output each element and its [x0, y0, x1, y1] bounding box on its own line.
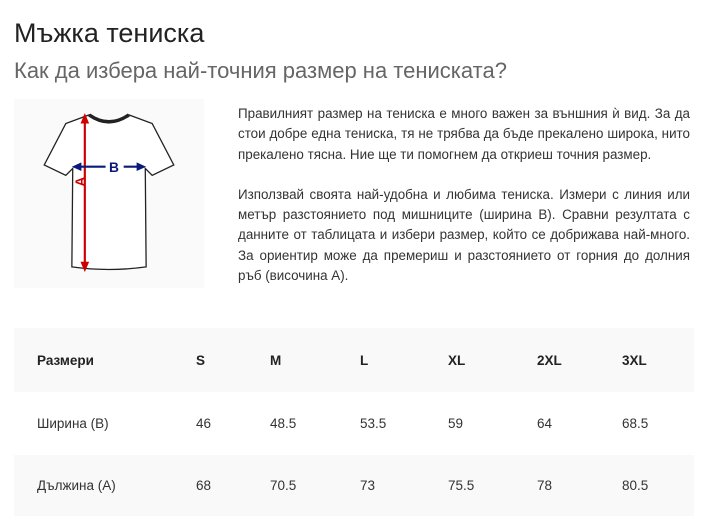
tshirt-measurement-image: A B — [14, 99, 204, 288]
table-cell: 80.5 — [622, 478, 649, 493]
table-cell: 46 — [196, 416, 212, 431]
table-row: Дължина (A) 68 70.5 73 75.5 78 80.5 — [14, 455, 694, 516]
header-m: M — [270, 352, 282, 368]
size-guide-description: Правилният размер на тениска е много важ… — [238, 104, 690, 306]
label-a: A — [72, 177, 88, 187]
label-b: B — [109, 159, 119, 175]
paragraph-intro: Правилният размер на тениска е много важ… — [238, 106, 690, 162]
header-3xl: 3XL — [622, 352, 647, 368]
table-cell: 75.5 — [448, 478, 475, 493]
table-cell: 59 — [448, 416, 464, 431]
table-cell: 68 — [196, 478, 212, 493]
page-title: Мъжка тениска — [14, 18, 205, 48]
size-table: Размери S M L XL 2XL 3XL Ширина (B) 46 4… — [14, 328, 694, 516]
header-l: L — [360, 352, 369, 368]
row-label: Дължина (A) — [37, 478, 116, 493]
table-cell: 64 — [537, 416, 553, 431]
table-cell: 48.5 — [270, 416, 297, 431]
row-label: Ширина (B) — [37, 416, 109, 431]
header-s: S — [196, 352, 206, 368]
table-header-row: Размери S M L XL 2XL 3XL — [14, 328, 694, 392]
table-cell: 78 — [537, 478, 553, 493]
table-cell: 70.5 — [270, 478, 297, 493]
table-row: Ширина (B) 46 48.5 53.5 59 64 68.5 — [14, 392, 694, 455]
header-2xl: 2XL — [537, 352, 562, 368]
page-subtitle: Как да избера най-точния размер на тенис… — [14, 58, 507, 83]
header-xl: XL — [448, 352, 466, 368]
paragraph-instructions: Използвай своята най-удобна и любима тен… — [238, 186, 690, 284]
header-sizes: Размери — [37, 352, 94, 368]
table-cell: 53.5 — [360, 416, 387, 431]
table-cell: 68.5 — [622, 416, 649, 431]
table-cell: 73 — [360, 478, 376, 493]
